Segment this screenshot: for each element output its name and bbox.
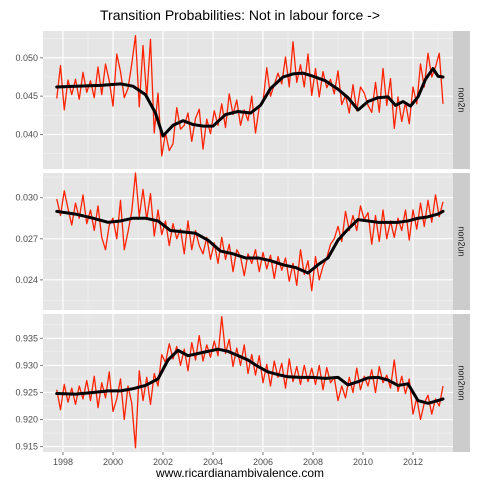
minor-gridlines <box>43 314 453 452</box>
facet-panel-non2un: 0.024 0.027 0.030 non2un <box>15 172 470 310</box>
x-tick-label: 2002 <box>153 457 173 467</box>
y-tick-label: 0.040 <box>15 130 38 140</box>
panel-background <box>43 173 453 310</box>
y-tick-label: 0.925 <box>15 387 38 397</box>
y-axis-ticks: 0.024 0.027 0.030 <box>15 193 43 285</box>
y-tick-label: 0.027 <box>15 234 38 244</box>
facet-strip <box>453 31 470 169</box>
smoothed-trend-line <box>55 67 445 138</box>
y-tick-label: 0.045 <box>15 91 38 101</box>
x-tick-label: 1998 <box>53 457 73 467</box>
facet-strip <box>453 173 470 310</box>
raw-series-line <box>56 34 444 157</box>
facet-strip-label: non2un <box>457 226 467 256</box>
chart-title: Transition Probabilities: Not in labour … <box>100 7 380 23</box>
x-tick-label: 2000 <box>103 457 123 467</box>
panel-background <box>43 31 453 169</box>
y-tick-label: 0.915 <box>15 442 38 452</box>
facet-strip <box>453 314 470 452</box>
y-tick-label: 0.935 <box>15 333 38 343</box>
x-tick-label: 2008 <box>303 457 323 467</box>
x-tick-label: 2004 <box>203 457 223 467</box>
x-tick-label: 2012 <box>403 457 423 467</box>
x-axis-label: www.ricardianambivalence.com <box>155 466 324 480</box>
y-tick-label: 0.930 <box>15 360 38 370</box>
panel-background <box>43 314 453 452</box>
x-tick-label: 2006 <box>253 457 273 467</box>
minor-gridlines <box>43 31 453 169</box>
y-tick-label: 0.920 <box>15 415 38 425</box>
facet-panel-non2non: 0.915 0.920 0.925 0.930 0.935 non2non <box>15 314 470 452</box>
y-axis-ticks: 0.040 0.045 0.050 <box>15 53 43 140</box>
facet-strip-label: non2non <box>457 365 467 400</box>
smoothed-trend-line <box>55 347 445 405</box>
major-gridlines <box>43 314 453 452</box>
raw-series-line <box>56 316 444 449</box>
x-axis: 1998 2000 2002 2004 2006 2008 2010 2012 <box>53 452 423 467</box>
facet-panel-non2n: 0.040 0.045 0.050 non2n <box>15 31 470 169</box>
smoothed-trend-line <box>55 209 445 275</box>
y-tick-label: 0.030 <box>15 193 38 203</box>
y-tick-label: 0.050 <box>15 53 38 63</box>
x-tick-label: 2010 <box>353 457 373 467</box>
y-axis-ticks: 0.915 0.920 0.925 0.930 0.935 <box>15 333 43 452</box>
facet-strip-label: non2n <box>457 87 467 112</box>
y-tick-label: 0.024 <box>15 275 38 285</box>
